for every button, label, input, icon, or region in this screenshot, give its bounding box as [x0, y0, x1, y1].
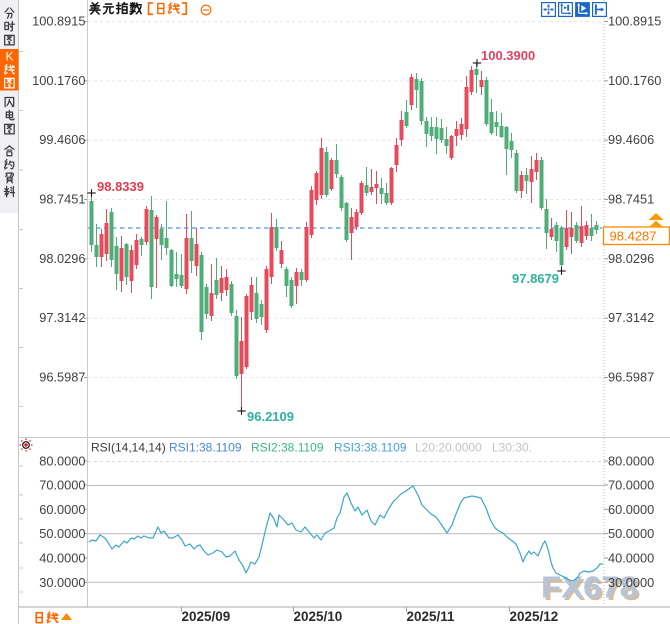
- svg-text:40.0000: 40.0000: [39, 551, 85, 566]
- svg-text:100.8915: 100.8915: [608, 14, 661, 29]
- svg-text:RSI2:38.1109: RSI2:38.1109: [251, 441, 324, 455]
- svg-text:30.0000: 30.0000: [608, 575, 654, 590]
- svg-text:100.1760: 100.1760: [32, 73, 85, 88]
- svg-text:50.0000: 50.0000: [39, 526, 85, 541]
- svg-text:98.8339: 98.8339: [97, 179, 144, 194]
- svg-text:L30:30.: L30:30.: [492, 441, 532, 455]
- svg-text:97.3142: 97.3142: [608, 310, 654, 325]
- svg-text:FX678: FX678: [544, 572, 641, 607]
- svg-text:50.0000: 50.0000: [608, 526, 654, 541]
- svg-text:96.2109: 96.2109: [247, 409, 294, 424]
- svg-text:FX678: FX678: [541, 570, 638, 605]
- svg-text:100.3900: 100.3900: [481, 48, 535, 63]
- svg-text:2025/09: 2025/09: [182, 609, 231, 624]
- svg-text:97.8679: 97.8679: [512, 271, 559, 286]
- svg-text:80.0000: 80.0000: [39, 454, 85, 469]
- svg-text:98.0296: 98.0296: [39, 251, 85, 266]
- svg-text:RSI1:38.1109: RSI1:38.1109: [169, 441, 242, 455]
- svg-text:2025/10: 2025/10: [294, 609, 343, 624]
- svg-text:98.0296: 98.0296: [608, 251, 654, 266]
- svg-text:98.7451: 98.7451: [608, 192, 654, 207]
- svg-text:99.4606: 99.4606: [39, 132, 85, 147]
- svg-text:RSI(14,14,14): RSI(14,14,14): [91, 441, 166, 455]
- svg-text:100.8915: 100.8915: [32, 14, 85, 29]
- svg-text:2025/12: 2025/12: [510, 609, 559, 624]
- svg-text:80.0000: 80.0000: [608, 454, 654, 469]
- svg-text:40.0000: 40.0000: [608, 551, 654, 566]
- svg-text:30.0000: 30.0000: [39, 575, 85, 590]
- svg-text:96.5987: 96.5987: [608, 370, 654, 385]
- svg-text:97.3142: 97.3142: [39, 310, 85, 325]
- svg-text:2025/11: 2025/11: [407, 609, 456, 624]
- svg-text:60.0000: 60.0000: [608, 502, 654, 517]
- svg-text:98.4287: 98.4287: [610, 229, 657, 244]
- svg-text:98.7451: 98.7451: [39, 192, 85, 207]
- svg-text:RSI3:38.1109: RSI3:38.1109: [334, 441, 407, 455]
- svg-text:L20:20.0000: L20:20.0000: [415, 441, 482, 455]
- svg-text:70.0000: 70.0000: [39, 478, 85, 493]
- svg-text:96.5987: 96.5987: [39, 370, 85, 385]
- svg-text:60.0000: 60.0000: [39, 502, 85, 517]
- svg-text:K: K: [5, 50, 13, 64]
- svg-text:70.0000: 70.0000: [608, 478, 654, 493]
- svg-text:100.1760: 100.1760: [608, 73, 661, 88]
- svg-text:99.4606: 99.4606: [608, 132, 654, 147]
